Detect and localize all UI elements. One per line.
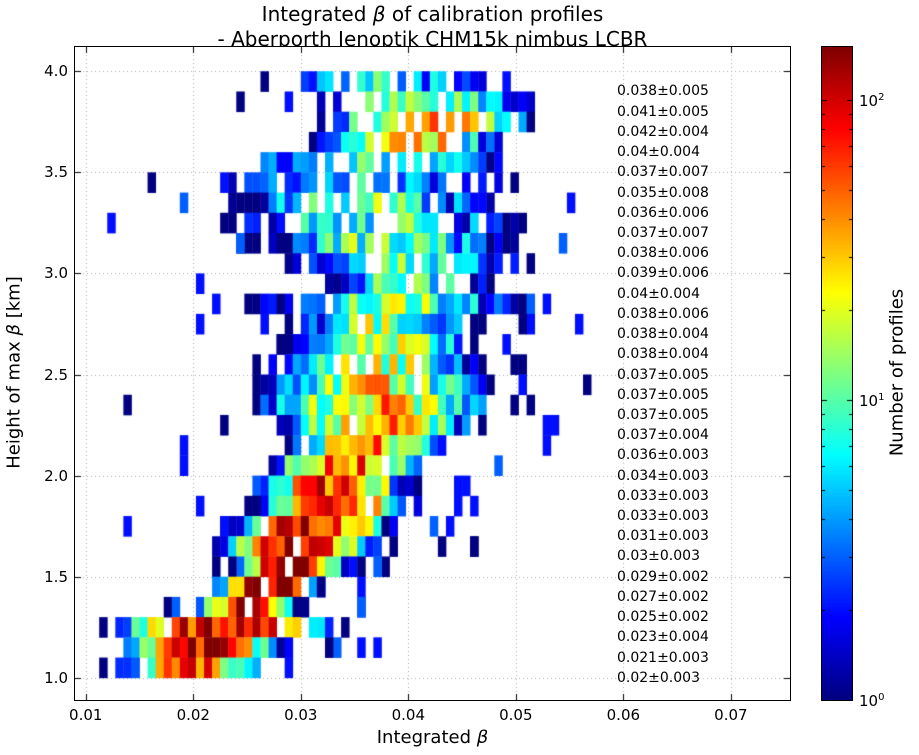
y-axis-label-pre: Height of max: [3, 335, 25, 469]
y-tick-label: 3.0: [44, 264, 68, 283]
y-tick-label: 4.0: [44, 62, 68, 81]
x-tick-label: 0.06: [606, 706, 641, 724]
row-annotation: 0.037±0.004: [617, 427, 709, 444]
row-annotation: 0.039±0.006: [617, 265, 709, 282]
row-annotation: 0.033±0.003: [617, 508, 709, 525]
row-annotation: 0.038±0.004: [617, 346, 709, 363]
x-tick-label: 0.03: [284, 706, 318, 724]
y-axis-label-post: [km]: [3, 276, 25, 324]
row-annotation: 0.037±0.005: [617, 366, 709, 383]
row-annotation: 0.037±0.005: [617, 386, 709, 403]
row-annotation: 0.037±0.007: [617, 224, 709, 241]
colorbar-tick-label: 102: [859, 91, 885, 110]
row-annotation: 0.036±0.003: [617, 447, 709, 464]
beta-symbol: β: [372, 2, 386, 26]
x-tick-label: 0.02: [176, 706, 210, 724]
row-annotation: 0.027±0.002: [617, 588, 709, 605]
beta-symbol: β: [476, 727, 489, 748]
colorbar: [821, 46, 853, 701]
row-annotation: 0.038±0.006: [617, 245, 709, 262]
x-axis-label-pre: Integrated: [376, 727, 477, 748]
row-annotation: 0.037±0.007: [617, 164, 709, 181]
row-annotation: 0.041±0.005: [617, 103, 709, 120]
row-annotation: 0.036±0.006: [617, 204, 709, 221]
chart-title-pre: Integrated: [261, 2, 373, 26]
row-annotation: 0.02±0.003: [617, 669, 700, 686]
row-annotation: 0.035±0.008: [617, 184, 709, 201]
beta-symbol: β: [3, 324, 25, 336]
row-annotation: 0.038±0.006: [617, 305, 709, 322]
row-annotation: 0.029±0.002: [617, 568, 709, 585]
row-annotation: 0.042±0.004: [617, 123, 709, 140]
row-annotation: 0.03±0.003: [617, 548, 700, 565]
row-annotation: 0.04±0.004: [617, 144, 700, 161]
colorbar-tick-label: 101: [859, 391, 885, 410]
row-annotation: 0.033±0.003: [617, 487, 709, 504]
y-tick-label: 1.5: [44, 567, 68, 586]
row-annotation: 0.021±0.003: [617, 649, 709, 666]
x-tick-label: 0.05: [499, 706, 533, 724]
x-axis-label: Integrated β: [75, 727, 790, 748]
chart-title: Integrated β of calibration profiles: [75, 2, 790, 26]
row-annotation: 0.025±0.002: [617, 609, 709, 626]
row-annotation: 0.034±0.003: [617, 467, 709, 484]
chart-title-post: of calibration profiles: [385, 2, 604, 26]
y-axis-label: Height of max β [km]: [4, 223, 25, 523]
y-tick-label: 3.5: [44, 163, 68, 182]
row-annotation: 0.038±0.004: [617, 326, 709, 343]
y-tick-label: 2.5: [44, 365, 68, 384]
row-annotation: 0.04±0.004: [617, 285, 700, 302]
y-tick-label: 1.0: [44, 668, 68, 687]
row-annotation: 0.023±0.004: [617, 629, 709, 646]
row-annotation: 0.031±0.003: [617, 528, 709, 545]
colorbar-label: Number of profiles: [886, 288, 908, 457]
x-tick-label: 0.04: [391, 706, 425, 724]
x-tick-label: 0.07: [714, 706, 748, 724]
row-annotation: 0.037±0.005: [617, 406, 709, 423]
row-annotation: 0.038±0.005: [617, 83, 709, 100]
heatmap-plot: [74, 46, 791, 701]
x-tick-label: 0.01: [69, 706, 103, 724]
colorbar-tick-label: 100: [859, 691, 885, 710]
y-tick-label: 2.0: [44, 466, 68, 485]
